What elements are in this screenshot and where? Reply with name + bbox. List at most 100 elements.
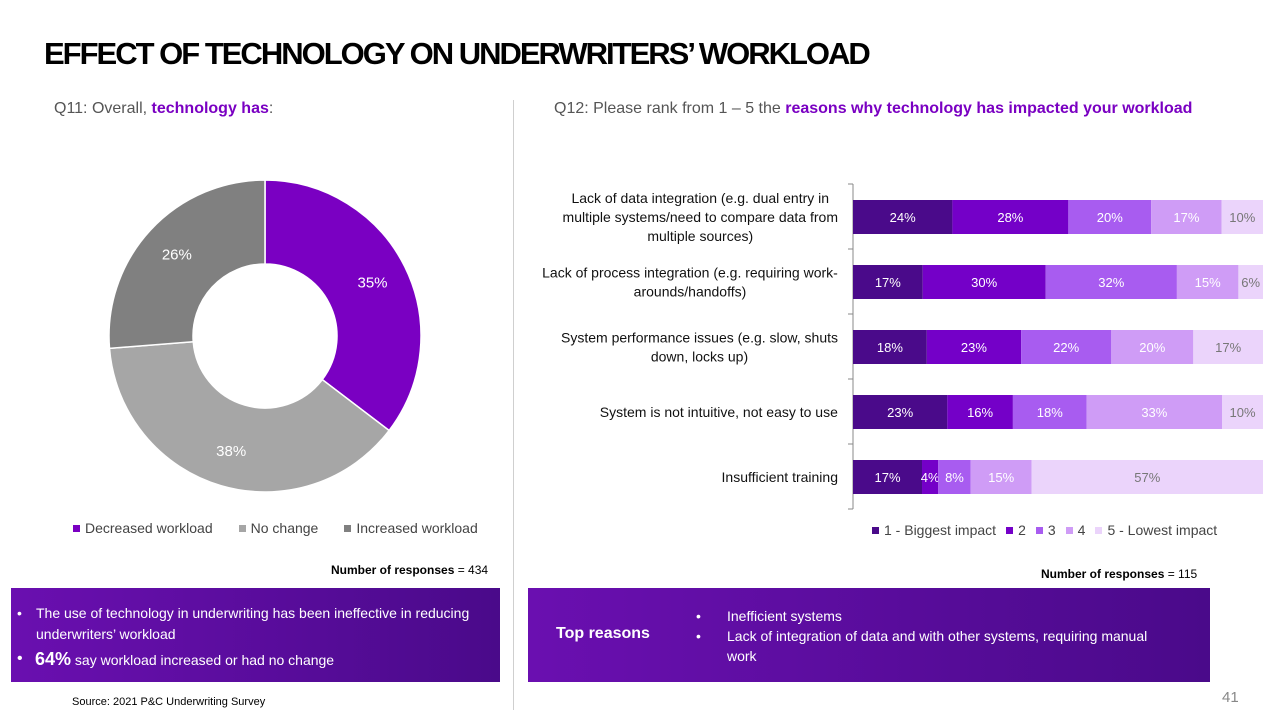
bar-legend: 1 - Biggest impact 2 3 4 5 - Lowest impact	[872, 522, 1227, 538]
top-reasons-list: • Inefficient systems • Lack of integratio…	[696, 606, 1176, 666]
bar-segment-1-1-biggest-impact	[853, 200, 953, 234]
legend-item-4: 4	[1065, 522, 1086, 538]
bar-value-label: 57%	[1134, 470, 1160, 485]
legend-swatch	[1035, 526, 1043, 534]
donut-label-increased-workload: 35%	[358, 275, 388, 292]
bar-value-label: 28%	[997, 210, 1023, 225]
bar-value-label: 24%	[890, 210, 916, 225]
bar-value-label: 33%	[1141, 405, 1167, 420]
q11-question: Q11: Overall, technology has:	[54, 100, 273, 118]
q11-prefix: Q11: Overall,	[54, 100, 152, 117]
legend-swatch	[344, 524, 352, 532]
left-summary-box: • The use of technology in underwriting …	[11, 588, 500, 682]
category-label-2: Lack of process integration (e.g. requir…	[542, 265, 838, 300]
bar-value-label: 17%	[875, 275, 901, 290]
right-responses-label: Number of responses	[1041, 567, 1165, 581]
legend-swatch	[1065, 526, 1073, 534]
bar-value-label: 32%	[1098, 275, 1124, 290]
donut-chart: 35% 38% 26%	[108, 179, 422, 493]
right-number-of-responses: Number of responses = 115	[1041, 567, 1197, 581]
bar-value-label: 16%	[967, 405, 993, 420]
bar-value-label: 17%	[874, 470, 900, 485]
bar-segment-5-2	[922, 460, 939, 494]
top-reason-text-1: Inefficient systems	[727, 608, 842, 624]
legend-label: 2	[1018, 522, 1026, 538]
legend-item-decreased-workload: Decreased workload	[73, 520, 213, 536]
left-bullet-1-text: The use of technology in underwriting ha…	[36, 605, 470, 642]
legend-item-no-change: No change	[238, 520, 319, 536]
category-label-5: Insufficient training	[722, 469, 838, 485]
legend-swatch	[1006, 526, 1014, 534]
bar-value-label: 18%	[1037, 405, 1063, 420]
bar-segment-4-1-biggest-impact	[853, 395, 948, 429]
top-reason-item-1: • Inefficient systems	[696, 608, 842, 624]
bar-value-label: 22%	[1053, 340, 1079, 355]
bar-value-label: 10%	[1229, 210, 1255, 225]
bar-value-label: 23%	[961, 340, 987, 355]
category-label-4: System is not intuitive, not easy to use	[600, 404, 838, 420]
page-number: 41	[1222, 689, 1239, 706]
bar-segment-2-5-lowest-impact	[1238, 265, 1263, 299]
page-title: EFFECT OF TECHNOLOGY ON UNDERWRITERS’ WO…	[44, 36, 871, 71]
legend-item-2: 2	[1006, 522, 1026, 538]
category-label-1: Lack of data integration (e.g. dual entr…	[563, 190, 838, 244]
bar-segment-2-4	[1176, 265, 1239, 299]
left-number-of-responses: Number of responses = 434	[331, 563, 488, 577]
legend-label: 3	[1047, 522, 1056, 538]
source-note: Source: 2021 P&C Underwriting Survey	[72, 696, 266, 708]
bullet-dot: •	[17, 650, 23, 667]
bar-value-label: 15%	[988, 470, 1014, 485]
donut-slice-increased-workload	[264, 179, 422, 432]
bar-value-label: 17%	[1215, 340, 1241, 355]
bar-segment-3-3	[1021, 330, 1112, 364]
right-summary-box: Top reasons • Inefficient systems • Lack o…	[528, 588, 1210, 682]
left-bullet-2-highlight: 64%	[35, 649, 72, 669]
legend-label: Decreased workload	[85, 520, 213, 536]
donut-legend: Decreased workload No change Increased wor…	[73, 520, 504, 536]
legend-item-1-biggest-impact: 1 - Biggest impact	[872, 522, 996, 538]
bar-value-label: 18%	[877, 340, 903, 355]
donut-slice-decreased-workload	[108, 179, 266, 350]
bar-value-label: 8%	[945, 470, 964, 485]
legend-label: No change	[250, 520, 319, 536]
donut-slice-no-change	[108, 340, 391, 493]
donut-label-decreased-workload: 26%	[162, 247, 192, 264]
bar-segment-3-2	[926, 330, 1022, 364]
legend-label: 5 - Lowest impact	[1107, 522, 1218, 538]
bar-value-label: 10%	[1229, 405, 1255, 420]
bar-segment-4-5-lowest-impact	[1222, 395, 1263, 429]
q12-question: Q12: Please rank from 1 – 5 the reasons …	[554, 100, 1192, 118]
category-label-3: System performance issues (e.g. slow, sh…	[561, 330, 838, 365]
top-reason-item-2: • Lack of integration of data and with ot…	[696, 628, 1148, 664]
bar-value-label: 20%	[1097, 210, 1123, 225]
bar-segment-1-5-lowest-impact	[1221, 200, 1263, 234]
q12-prefix: Q12: Please rank from 1 – 5 the	[554, 100, 786, 117]
legend-swatch	[73, 524, 80, 532]
bar-segment-5-4	[970, 460, 1032, 494]
bar-segment-4-4	[1086, 395, 1222, 429]
legend-label: 4	[1077, 522, 1086, 538]
legend-swatch	[1095, 526, 1103, 534]
bar-value-label: 20%	[1139, 340, 1165, 355]
legend-swatch	[238, 524, 246, 532]
left-responses-value: = 434	[457, 563, 489, 577]
bar-segment-1-3	[1068, 200, 1152, 234]
legend-label: Increased workload	[356, 520, 478, 536]
bar-segment-4-2	[947, 395, 1013, 429]
bar-segment-2-3	[1045, 265, 1177, 299]
bar-value-label: 23%	[887, 405, 913, 420]
bar-segment-1-2	[952, 200, 1069, 234]
bar-segment-3-1-biggest-impact	[853, 330, 927, 364]
bullet-dot: •	[17, 605, 22, 621]
bar-segment-5-5-lowest-impact	[1031, 460, 1263, 494]
panel-divider	[513, 100, 514, 710]
q11-highlight: technology has	[151, 100, 269, 117]
bar-segment-3-4	[1111, 330, 1194, 364]
left-responses-label: Number of responses	[331, 563, 455, 577]
bar-value-label: 15%	[1195, 275, 1221, 290]
donut-label-no-change: 38%	[216, 443, 246, 460]
bar-segment-5-3	[938, 460, 971, 494]
bar-segment-2-2	[922, 265, 1046, 299]
legend-item-3: 3	[1035, 522, 1056, 538]
bar-segment-1-4	[1151, 200, 1222, 234]
